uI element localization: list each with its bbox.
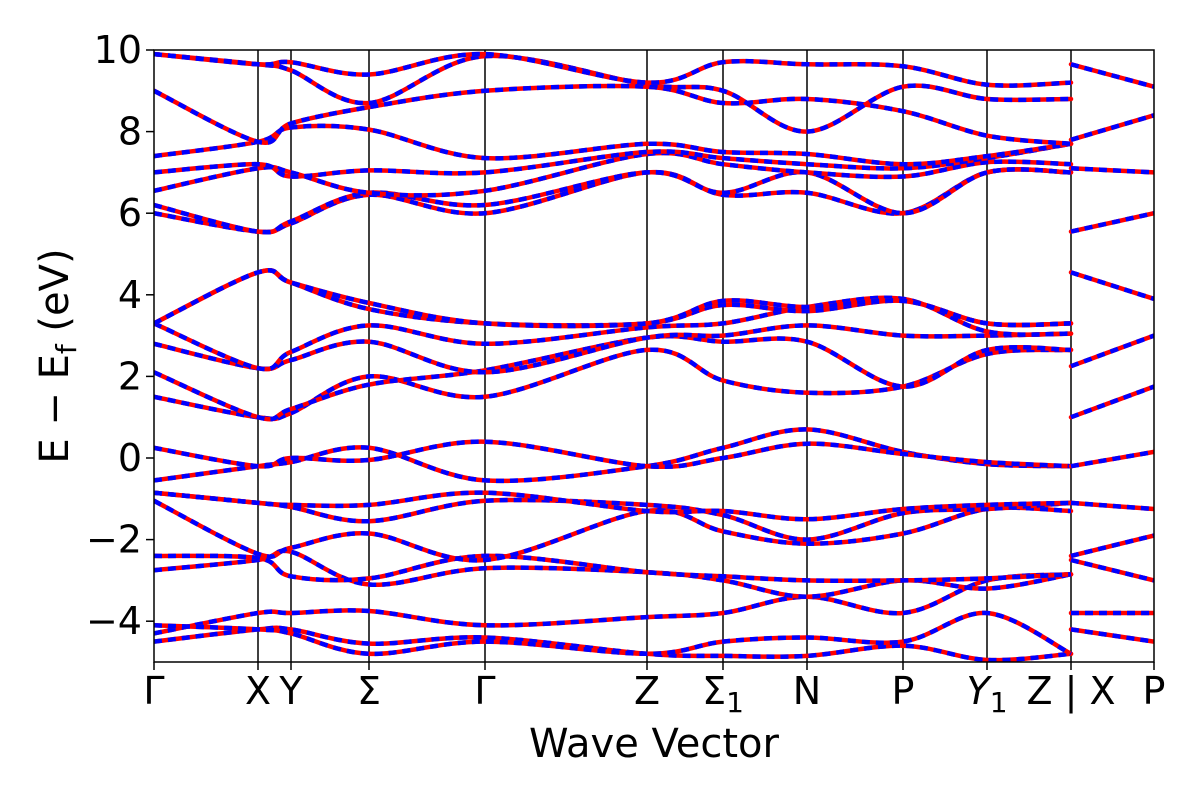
y-tick-label: 8 <box>118 110 142 154</box>
y-tick-label: 6 <box>118 191 142 235</box>
band-line-overlay <box>1070 627 1154 644</box>
band-line-overlay <box>154 141 1072 179</box>
band-line-overlay <box>1070 113 1154 142</box>
band-line-overlay <box>154 610 1073 657</box>
band-line-overlay <box>1070 333 1154 369</box>
band-line-overlay <box>154 323 1072 375</box>
k-point-label: Y1 <box>966 669 1007 719</box>
k-point-label: X <box>245 669 271 713</box>
band-line-overlay <box>1070 500 1154 512</box>
band-line-overlay <box>1070 384 1154 420</box>
k-point-label: Z <box>634 669 660 713</box>
k-point-label: Γ <box>474 669 495 713</box>
y-axis-label-unit: (eV) <box>32 248 78 344</box>
band-line-overlay <box>1070 62 1154 89</box>
plot-frame <box>153 49 1155 663</box>
k-point-label: N <box>793 669 821 713</box>
k-point-label: Z | X <box>1026 669 1115 714</box>
y-tick-label: 10 <box>94 28 142 72</box>
band-line-overlay <box>1070 270 1154 302</box>
band-line-overlay <box>1070 557 1154 583</box>
k-point-label: Γ <box>143 669 164 713</box>
band-line-overlay <box>154 347 1072 422</box>
band-line-overlay <box>154 553 1072 584</box>
band-line-overlay <box>154 83 1072 147</box>
k-point-label: P <box>892 669 915 713</box>
k-point-label: Σ1 <box>702 669 744 719</box>
band-line-overlay <box>1070 211 1154 234</box>
y-axis-label-main: E − E <box>32 354 78 464</box>
y-tick-label: −4 <box>86 599 142 643</box>
band-line-overlay <box>154 167 1072 235</box>
y-axis-label: E − Ef (eV) <box>32 248 83 463</box>
y-axis-label-sub: f <box>50 343 83 354</box>
y-tick-label: 2 <box>118 354 142 398</box>
k-point-label: Σ <box>357 669 381 713</box>
band-line-overlay <box>1070 449 1154 469</box>
x-axis-ticks: Γ X Y Σ Γ Z Σ1 N P Y1 Z | X P <box>143 662 1165 719</box>
y-tick-label: 0 <box>118 436 142 480</box>
band-line-overlay <box>154 51 1072 88</box>
band-line-overlay <box>154 439 1072 470</box>
x-axis-label: Wave Vector <box>529 721 780 767</box>
k-point-label: P <box>1143 669 1166 713</box>
band-line-overlay <box>154 490 1072 522</box>
y-tick-label: −2 <box>86 518 142 562</box>
band-line-overlay <box>154 150 1072 198</box>
k-point-label: Y <box>278 669 303 713</box>
band-line-overlay <box>1070 533 1154 559</box>
band-line-overlay <box>154 572 1072 636</box>
band-line-overlay <box>1070 166 1154 175</box>
band-line-overlay <box>154 498 1072 563</box>
y-tick-label: 4 <box>118 273 142 317</box>
band-lines <box>154 51 1154 662</box>
y-axis-ticks: 10 8 6 4 2 0 −2 −4 <box>86 28 154 643</box>
band-line-overlay <box>154 268 1072 329</box>
